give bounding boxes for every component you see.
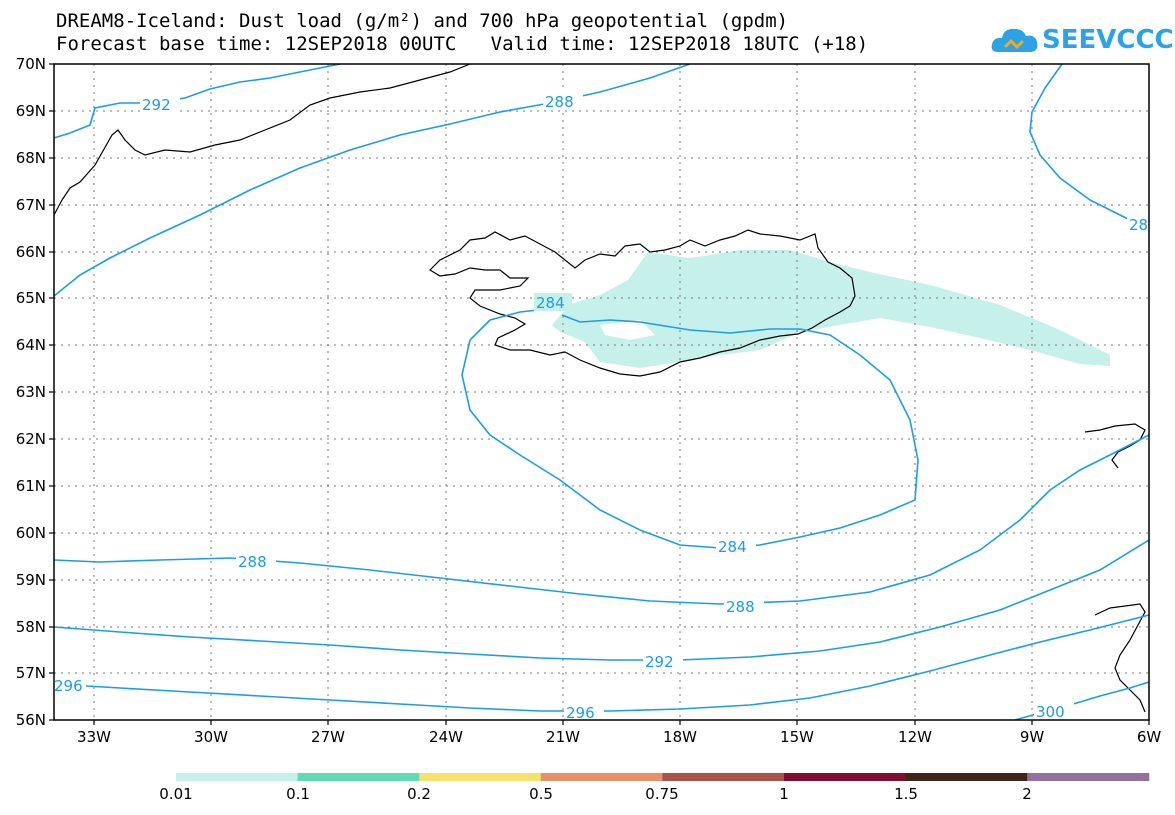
lon-label: 12W [898, 728, 932, 746]
lat-label: 65N [16, 289, 46, 307]
colorbar-label: 1 [779, 785, 789, 803]
lat-label: 64N [16, 336, 46, 354]
lon-label: 18W [663, 728, 697, 746]
lat-label: 70N [16, 55, 46, 73]
lat-label: 57N [16, 664, 46, 682]
graticule [54, 64, 1149, 720]
contour-label: 284 [536, 294, 565, 312]
lon-label: 33W [77, 728, 111, 746]
colorbar-swatch [905, 773, 1028, 781]
colorbar-swatch [176, 773, 299, 781]
ticks [49, 63, 1150, 725]
cloud-icon [991, 28, 1038, 52]
colorbar-label: 0.01 [159, 785, 193, 803]
lon-label: 24W [429, 728, 463, 746]
contour-label: 292 [142, 96, 171, 114]
colorbar-swatch [419, 773, 542, 781]
colorbar-swatch [1027, 773, 1150, 781]
colorbar-label: 1.5 [894, 785, 918, 803]
lat-label: 68N [16, 149, 46, 167]
map-subtitle: Forecast base time: 12SEP2018 00UTC Vali… [56, 33, 869, 55]
colorbar-label: 0.75 [645, 785, 679, 803]
faroe-coast [1084, 423, 1146, 469]
lat-label: 59N [16, 571, 46, 589]
colorbar-label: 0.1 [286, 785, 310, 803]
iceland-coast [429, 229, 856, 377]
lat-label: 61N [16, 477, 46, 495]
contour-label: 28 [1129, 216, 1148, 234]
lat-label: 62N [16, 430, 46, 448]
contour-label: 292 [645, 653, 674, 671]
map-title: DREAM8-Iceland: Dust load (g/m²) and 700… [56, 10, 789, 32]
coastlines [53, 63, 1146, 713]
latitude-labels: 70N 69N 68N 67N 66N 65N 64N 63N 62N 61N … [16, 55, 46, 729]
colorbar-swatch [297, 773, 420, 781]
colorbar-swatch [540, 773, 663, 781]
lat-label: 66N [16, 243, 46, 261]
colorbar-swatch [662, 773, 785, 781]
scotland-coast [1094, 603, 1146, 713]
lon-label: 6W [1137, 728, 1162, 746]
contour-label: 296 [54, 677, 83, 695]
colorbar-label: 2 [1022, 785, 1032, 803]
contour-label: 300 [1036, 703, 1065, 721]
lon-label: 27W [311, 728, 345, 746]
logo-text: SEEVCCC [1042, 25, 1174, 55]
colorbar-label: 0.5 [529, 785, 553, 803]
lon-label: 9W [1020, 728, 1045, 746]
lon-label: 15W [780, 728, 814, 746]
lat-label: 67N [16, 196, 46, 214]
contour-labels: 292 288 284 284 288 288 292 296 296 300 … [52, 92, 1149, 722]
lat-label: 63N [16, 383, 46, 401]
contour-label: 288 [726, 598, 755, 616]
colorbar-swatch [784, 773, 907, 781]
colorbar [176, 773, 1150, 781]
contour-label: 288 [545, 93, 574, 111]
contour-label: 296 [566, 704, 595, 722]
lat-label: 69N [16, 102, 46, 120]
longitude-labels: 33W 30W 27W 24W 21W 18W 15W 12W 9W 6W [77, 728, 1161, 746]
dust-plume [552, 250, 1110, 368]
greenland-coast [53, 63, 471, 216]
lon-label: 21W [546, 728, 580, 746]
contour-label: 284 [718, 538, 747, 556]
lat-label: 56N [16, 711, 46, 729]
lat-label: 60N [16, 524, 46, 542]
colorbar-label: 0.2 [407, 785, 431, 803]
contour-label: 288 [238, 553, 267, 571]
lon-label: 30W [194, 728, 228, 746]
lat-label: 58N [16, 618, 46, 636]
